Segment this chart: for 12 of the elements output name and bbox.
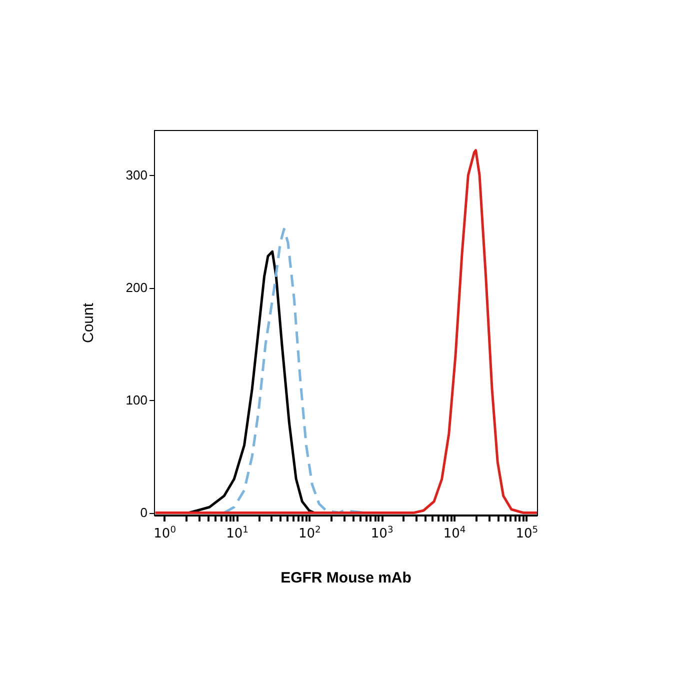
x-tick-label: 10$^{0}$ [154, 526, 176, 542]
x-tick-label: 10$^{1}$ [226, 526, 248, 542]
y-tick-label: 0 [140, 505, 148, 520]
x-axis-title: EGFR Mouse mAb [280, 570, 412, 586]
y-axis-title: Count [80, 302, 97, 344]
y-tick-label: 200 [126, 280, 148, 296]
x-tick-label: 10$^{2}$ [298, 526, 321, 542]
y-tick-label: 300 [126, 168, 148, 183]
y-tick-label: 100 [126, 392, 148, 408]
x-tick-label: 10$^{3}$ [370, 526, 394, 542]
x-tick-label: 10$^{4}$ [443, 526, 466, 542]
x-tick-label: 10$^{5}$ [516, 526, 538, 542]
